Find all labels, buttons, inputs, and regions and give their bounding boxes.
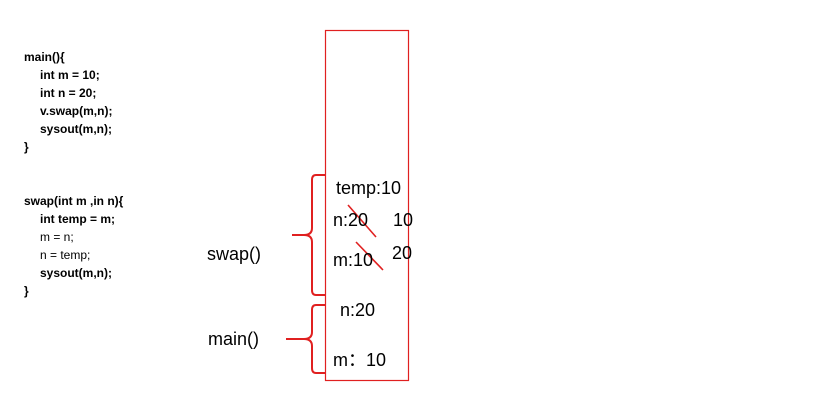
swap-m-new-value: 20 xyxy=(392,243,413,263)
main-m-value: m：10 xyxy=(333,350,387,370)
main-frame-brace xyxy=(286,304,325,374)
code-line: n = temp; xyxy=(40,248,91,262)
code-line: int m = 10; xyxy=(40,68,100,82)
code-line: sysout(m,n); xyxy=(40,266,112,280)
swap-temp-value: temp:10 xyxy=(336,178,402,198)
strike-n-old xyxy=(347,204,377,238)
swap-frame-brace xyxy=(292,174,325,296)
stack-box xyxy=(324,29,410,382)
swap-code-block: swap(int m ,in n){ int temp = m; m = n; … xyxy=(24,192,123,300)
main-frame-label: main() xyxy=(208,329,260,349)
main-n-value: n:20 xyxy=(340,300,376,320)
main-code-block: main(){ int m = 10; int n = 20; v.swap(m… xyxy=(24,48,112,156)
code-line: swap(int m ,in n){ xyxy=(24,194,124,208)
swap-frame-label: swap() xyxy=(207,244,262,264)
code-line: } xyxy=(24,284,29,298)
swap-n-old-value: n:20 xyxy=(333,210,369,230)
code-line: int n = 20; xyxy=(40,86,97,100)
code-line: main(){ xyxy=(24,50,65,64)
strike-m-old xyxy=(355,241,384,271)
code-line: } xyxy=(24,140,29,154)
code-line: v.swap(m,n); xyxy=(40,104,113,118)
swap-m-old-value: m:10 xyxy=(333,250,374,270)
swap-n-new-value: 10 xyxy=(393,210,414,230)
code-line: m = n; xyxy=(40,230,74,244)
code-line: sysout(m,n); xyxy=(40,122,112,136)
code-line: int temp = m; xyxy=(40,212,116,226)
